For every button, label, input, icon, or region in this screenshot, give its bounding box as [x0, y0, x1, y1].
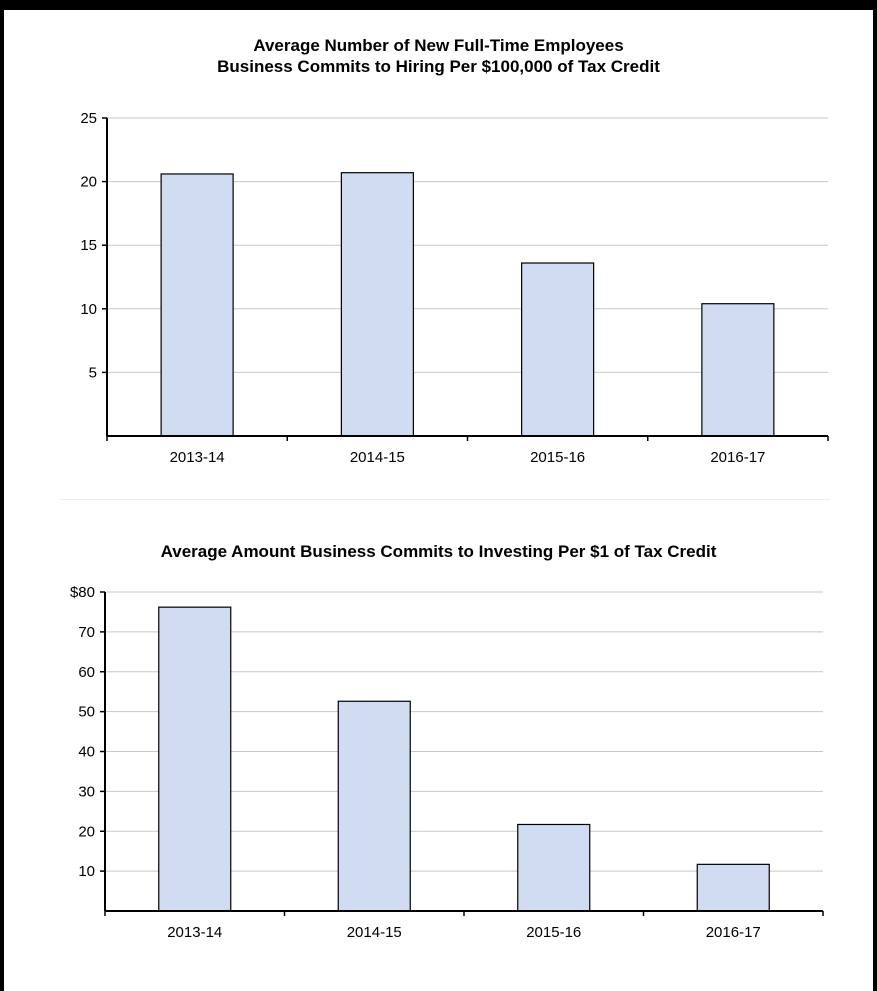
- chart-2-y-tick-label: 30: [78, 783, 95, 800]
- chart-1-bar-2015-16: [521, 262, 595, 437]
- chart-1-x-tick-label: 2015-16: [530, 449, 585, 466]
- chart-2-title: Average Amount Business Commits to Inves…: [0, 541, 877, 562]
- chart-1-x-tick-label: 2013-14: [170, 449, 225, 466]
- chart-2-x-tick-label: 2016-17: [706, 924, 761, 941]
- chart-1-y-tick-label: 10: [80, 301, 97, 318]
- chart-2-y-tick-label: 10: [78, 863, 95, 880]
- chart-2-y-tick-label: 20: [78, 823, 95, 840]
- chart-1-y-tick-label: 20: [80, 174, 97, 191]
- chart-1-x-tick-label: 2014-15: [350, 449, 405, 466]
- chart-1-title-line-2: Business Commits to Hiring Per $100,000 …: [217, 57, 660, 76]
- chart-1-y-tick-label: 25: [80, 110, 97, 127]
- chart-2-bar-2015-16: [517, 823, 591, 912]
- chart-2-bar-2016-17: [696, 863, 770, 912]
- chart-1-new-employees: 5 10 15 20 25 2013-14 2014-15 2015-16 2016-17: [80, 110, 829, 466]
- chart-2-title-line-1: Average Amount Business Commits to Inves…: [160, 542, 717, 561]
- chart-1-x-tick-label: 2016-17: [710, 449, 765, 466]
- chart-1-y-tick-label: 15: [80, 237, 97, 254]
- chart-1-title-line-1: Average Number of New Full-Time Employee…: [253, 36, 624, 55]
- chart-2-y-tick-label: 50: [78, 704, 95, 721]
- chart-separator: [60, 499, 830, 500]
- chart-1-y-tick-label: 5: [89, 364, 97, 381]
- chart-2-y-tick-label: $80: [70, 584, 95, 601]
- chart-2-bar-2013-14: [158, 606, 232, 912]
- chart-2-x-tick-label: 2015-16: [526, 924, 581, 941]
- chart-1-bar-2013-14: [160, 173, 234, 437]
- chart-2-x-tick-label: 2013-14: [167, 924, 222, 941]
- chart-2-y-tick-label: 40: [78, 744, 95, 761]
- chart-2-y-tick-label: 60: [78, 664, 95, 681]
- chart-2-bar-2014-15: [337, 700, 411, 912]
- chart-2-x-tick-label: 2014-15: [347, 924, 402, 941]
- chart-1-title: Average Number of New Full-Time Employee…: [0, 35, 877, 77]
- chart-1-bar-2014-15: [340, 172, 414, 437]
- chart-2-y-tick-label: 70: [78, 624, 95, 641]
- chart-2-investment: 10 20 30 40 50 60 70 $80 2013-14 2014-15 2015-16 20…: [70, 584, 824, 941]
- chart-1-bar-2016-17: [701, 303, 775, 437]
